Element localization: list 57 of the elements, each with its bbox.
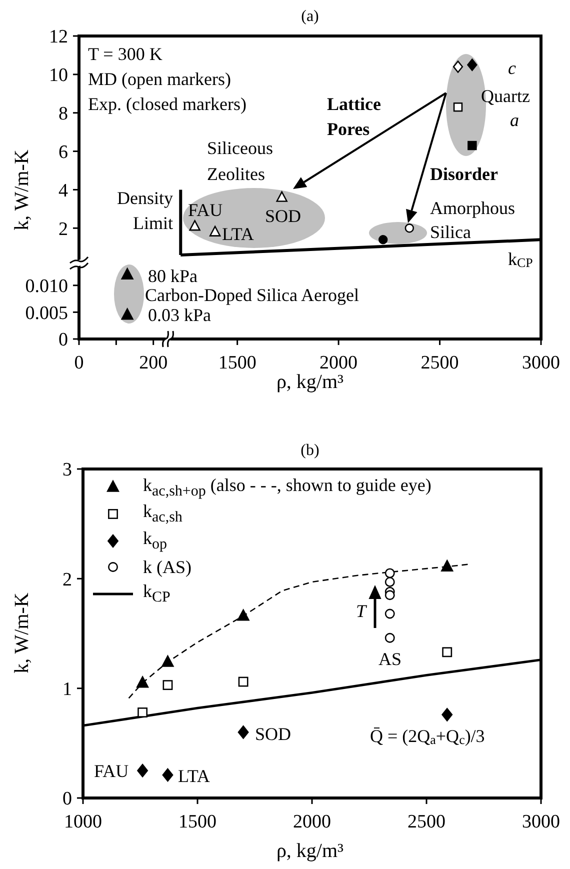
- y-tick-label: 8: [58, 104, 68, 125]
- x-tick-label: 1500: [178, 811, 216, 832]
- annotation: Carbon-Doped Silica Aerogel: [145, 285, 359, 305]
- annotation: a: [510, 110, 519, 130]
- legend-label: k$_{op}$: [143, 528, 167, 554]
- annotation: LTA: [178, 766, 210, 786]
- x-tick-label: 3000: [522, 811, 560, 832]
- annotation: T = 300 K: [88, 44, 162, 64]
- annotation: 80 kPa: [148, 266, 198, 286]
- y-tick-label: 10: [49, 65, 68, 86]
- annotation: LTA: [222, 224, 254, 244]
- legend-label: k$_{ac,sh+op}$ (also - - -, shown to guide eye): [143, 474, 432, 500]
- y-tick-label: 0: [58, 330, 68, 351]
- y-tick-label: 0: [62, 788, 72, 810]
- annotation: Siliceous Zeolites: [207, 138, 273, 184]
- y-tick-label: 3: [62, 460, 72, 481]
- y-tick-label: 6: [58, 142, 68, 164]
- annotation: AS: [378, 649, 402, 669]
- annotation: 0.03 kPa: [148, 305, 212, 325]
- y-tick-label: 1: [62, 679, 72, 700]
- y-tick-label: 2: [62, 569, 72, 590]
- y-tick-label: 12: [49, 26, 68, 48]
- annotation: Lattice Pores: [327, 94, 381, 139]
- y-axis-title: k, W/m-K: [11, 149, 33, 230]
- annotation: T: [356, 601, 368, 621]
- chart-title: (a): [301, 8, 319, 24]
- x-axis-title: ρ, kg/m³: [276, 371, 344, 393]
- y-axis-title: k, W/m-K: [11, 592, 33, 674]
- x-tick-label: 1500: [218, 352, 256, 374]
- annotation: MD (open markers): [88, 69, 231, 89]
- annotation: Density Limit: [117, 188, 173, 233]
- annotation: SOD: [265, 206, 302, 226]
- y-tick-label: 4: [58, 180, 68, 202]
- x-tick-label: 2500: [408, 811, 446, 832]
- legend-label: k (AS): [143, 556, 192, 578]
- annotation: Q̄ = (2Q$_{a}$+Q$_{c}$)/3: [370, 726, 485, 747]
- annotation: FAU: [94, 761, 129, 781]
- annotation: Exp. (closed markers): [88, 94, 246, 114]
- annotation: k$_{CP}$: [508, 249, 533, 270]
- x-tick-label: 1000: [64, 811, 102, 832]
- y-tick-label: 0.010: [25, 276, 68, 298]
- x-axis-title: ρ, kg/m³: [276, 840, 344, 862]
- chart-title: (b): [300, 442, 320, 458]
- legend-label: k$_{CP}$: [143, 581, 170, 607]
- x-tick-label: 2500: [420, 352, 459, 374]
- annotation: SOD: [255, 724, 292, 744]
- x-tick-label: 200: [139, 352, 168, 374]
- annotation: Quartz: [481, 86, 530, 106]
- x-tick-label: 2000: [293, 811, 331, 832]
- annotation: c: [508, 58, 516, 78]
- annotation: Disorder: [430, 164, 498, 184]
- y-tick-label: 2: [58, 218, 68, 240]
- annotation: FAU: [188, 200, 223, 220]
- legend-label: k$_{ac,sh}$: [143, 501, 182, 527]
- x-tick-label: 2000: [320, 352, 358, 374]
- x-tick-label: 3000: [522, 352, 560, 374]
- y-tick-label: 0.005: [25, 302, 68, 324]
